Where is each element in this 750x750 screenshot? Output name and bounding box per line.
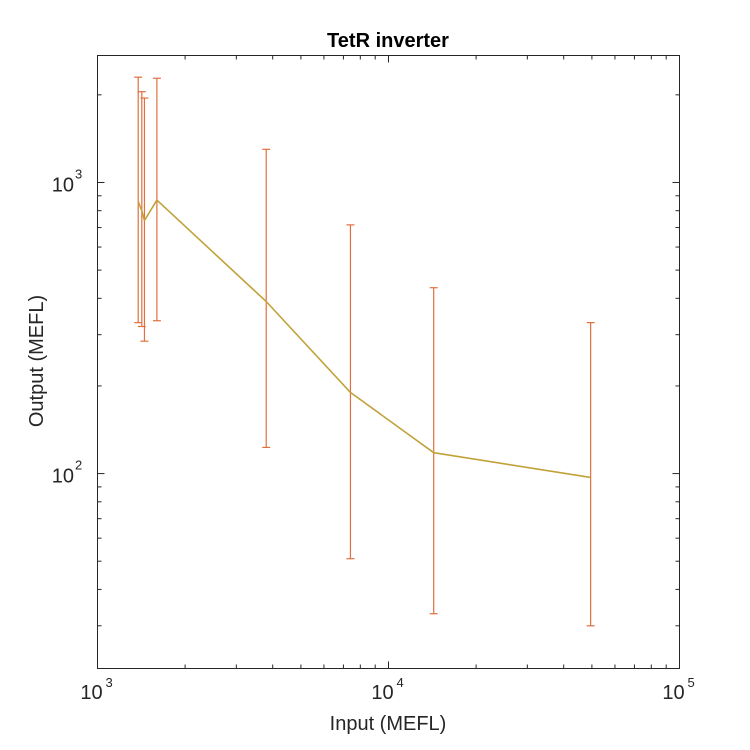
x-tick-label-exponent: 3 [106,675,113,690]
minor-ticks [97,55,680,669]
x-axis-label: Input (MEFL) [330,713,447,735]
error-bar [429,287,438,615]
x-tick-label: 10 [80,682,102,704]
error-bar [262,148,271,449]
series-lines [137,199,591,479]
chart-title: TetR inverter [327,30,449,52]
error-bar [586,322,595,627]
x-tick-label: 10 [662,682,684,704]
major-ticks [97,55,680,669]
x-tick-label-exponent: 4 [397,675,404,690]
x-tick-label: 10 [371,682,393,704]
y-tick-label: 10 [52,466,74,488]
plot-area [97,55,680,669]
y-tick-label-exponent: 3 [75,166,82,181]
y-tick-label-exponent: 2 [75,458,82,473]
x-tick-labels: 10 3 10 4 10 5 [80,675,694,704]
y-tick-label: 10 [52,174,74,196]
x-tick-label-exponent: 5 [688,675,695,690]
error-bar [134,76,143,324]
series-line [137,199,591,479]
y-axis-label: Output (MEFL) [26,295,48,427]
